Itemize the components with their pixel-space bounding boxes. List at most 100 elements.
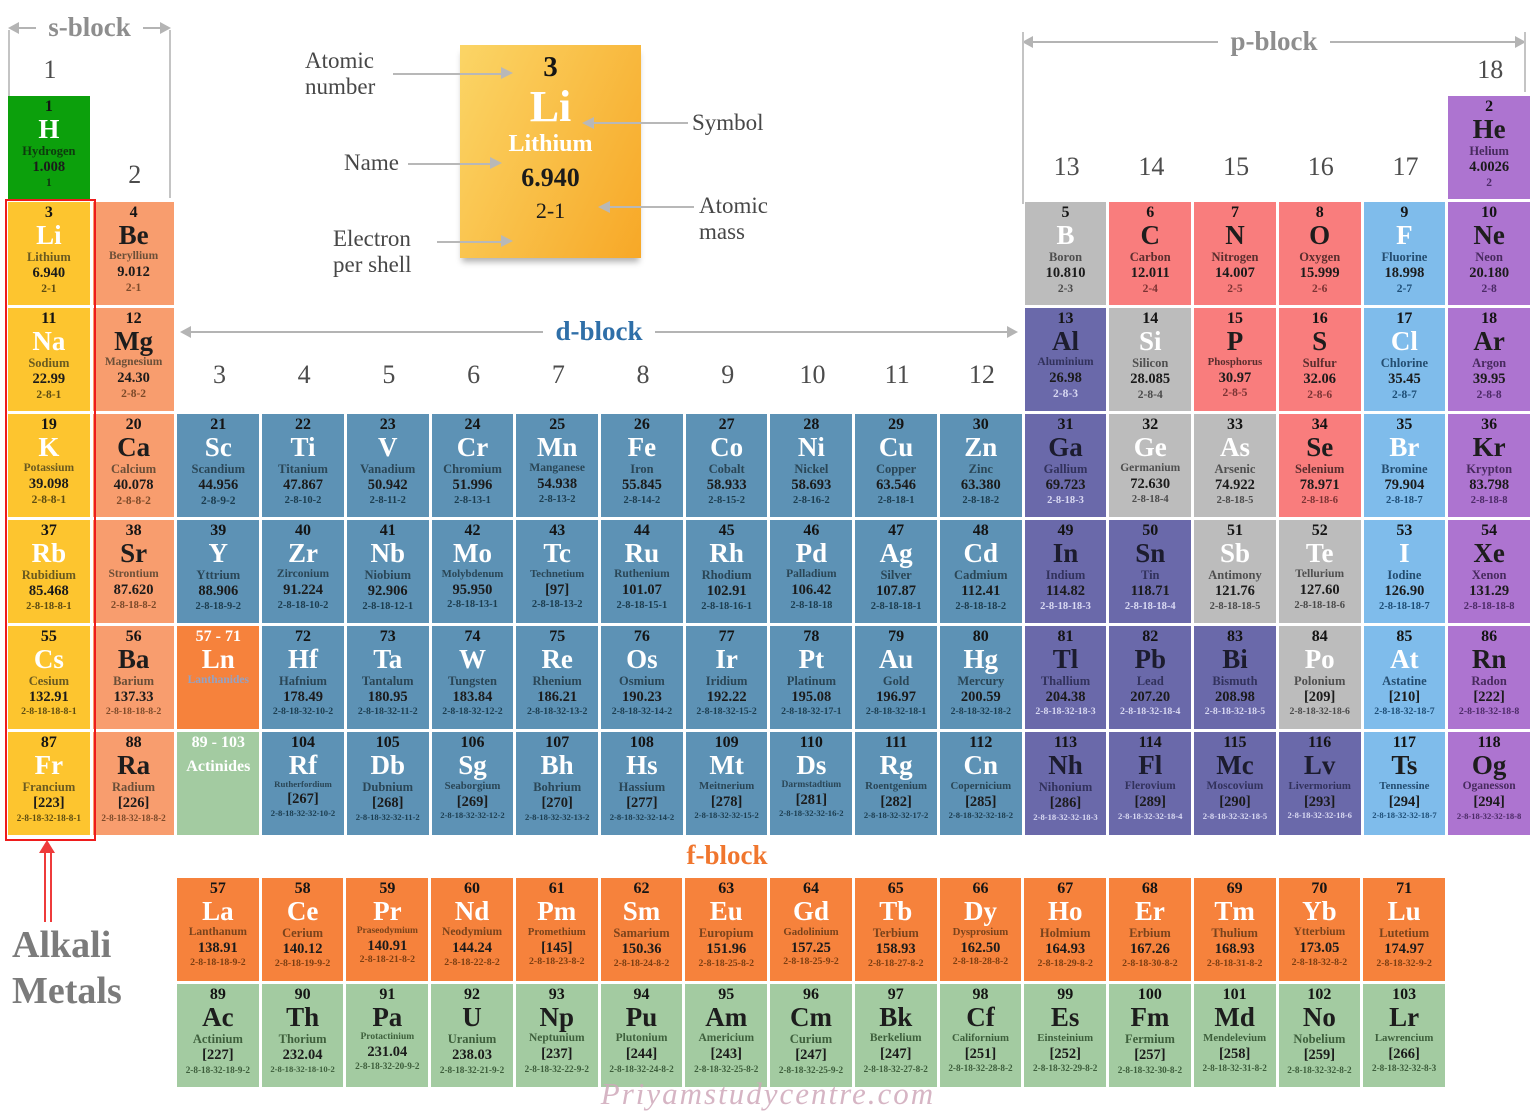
- element-symbol: B: [1056, 219, 1075, 250]
- element-symbol: Os: [626, 643, 658, 674]
- element-cell-li: 3 Li Lithium 6.940 2-1: [8, 202, 90, 305]
- atomic-mass: 35.45: [1388, 371, 1421, 388]
- atomic-mass: 92.906: [367, 583, 408, 600]
- electron-shells: 2-8-18-32-15-2: [696, 705, 757, 717]
- atomic-number: 34: [1311, 416, 1328, 433]
- electron-shells: 2-8-15-2: [708, 494, 745, 506]
- element-name: Lead: [1136, 674, 1164, 689]
- element-cell-lv: 116 Lv Livermorium [293] 2-8-18-32-32-18-6: [1278, 732, 1361, 835]
- element-name: Sulfur: [1302, 356, 1337, 371]
- element-name: Beryllium: [108, 250, 159, 263]
- element-cell-y: 39 Y Yttrium 88.906 2-8-18-9-2: [177, 520, 260, 623]
- electron-shells: 2-8-18-32-11-2: [357, 705, 418, 717]
- atomic-mass: [223]: [33, 795, 65, 812]
- element-cell-db: 105 Db Dubnium [268] 2-8-18-32-32-11-2: [346, 732, 429, 835]
- atomic-mass: 162.50: [960, 939, 1001, 956]
- element-name: Neodymium: [442, 926, 503, 939]
- atomic-mass: 44.956: [198, 477, 239, 494]
- atomic-mass: 39.95: [1472, 371, 1506, 388]
- element-symbol: Pa: [372, 1001, 403, 1032]
- element-name: Nickel: [794, 462, 829, 477]
- d-block-label: d-block: [180, 316, 1018, 347]
- electron-shells: 2-8-18-24-8-2: [613, 957, 670, 969]
- electron-shells: 2-8-18-32-30-8-2: [1117, 1064, 1183, 1075]
- element-name: Radium: [112, 780, 156, 795]
- element-symbol: Ag: [879, 537, 913, 568]
- p-block-bracket-right: [1524, 32, 1526, 92]
- electron-shells: 2-8-18-18-2: [955, 600, 1007, 612]
- element-symbol: Ho: [1047, 895, 1083, 926]
- atomic-number: 62: [633, 880, 650, 897]
- element-name: Rutherfordium: [274, 779, 332, 790]
- atomic-mass: [285]: [965, 793, 997, 810]
- element-name: Ytterbium: [1293, 926, 1346, 939]
- atomic-mass: [281]: [795, 792, 828, 809]
- electron-shells: 2-8-18-18-8-2: [105, 705, 162, 717]
- atomic-mass: 140.12: [282, 941, 323, 958]
- element-name: Nihonium: [1038, 780, 1093, 795]
- atomic-number: 3: [44, 204, 53, 221]
- element-cell-o: 8 O Oxygen 15.999 2-6: [1278, 202, 1361, 305]
- arrow-line: [408, 163, 492, 165]
- electron-shells: 2-8-18-32-32-11-2: [355, 811, 420, 822]
- element-name: Oganesson: [1462, 780, 1516, 793]
- element-symbol: Rg: [879, 749, 913, 780]
- electron-shells: 2-8-18-32-18-8-1: [16, 812, 81, 823]
- electron-shells: 2-8-6: [1307, 388, 1333, 401]
- atomic-mass: [269]: [456, 793, 489, 810]
- element-cell-hs: 108 Hs Hassium [277] 2-8-18-32-32-14-2: [601, 732, 683, 835]
- callout-symbol: Symbol: [692, 110, 764, 135]
- element-cell-cs: 55 Cs Cesium 132.91 2-8-18-18-8-1: [8, 626, 90, 729]
- atomic-mass: [244]: [625, 1046, 658, 1063]
- electron-shells: 2-8-18-10-2: [277, 599, 329, 611]
- element-cell-pr: 59 Pr Praseodymium 140.91 2-8-18-21-8-2: [346, 878, 429, 981]
- element-cell-u: 92 U Uranium 238.03 2-8-18-32-21-9-2: [431, 984, 513, 1087]
- element-symbol: Es: [1050, 1001, 1080, 1032]
- electron-shells: 2-8-18-9-2: [195, 600, 242, 612]
- atomic-number: 40: [295, 522, 312, 539]
- atomic-number: 18: [1481, 310, 1498, 327]
- element-name: Roentgenium: [865, 780, 927, 793]
- atomic-mass: 121.76: [1215, 583, 1255, 600]
- element-symbol: N: [1225, 219, 1245, 250]
- element-symbol: La: [202, 895, 234, 926]
- electron-shells: 2-8-18-18: [790, 599, 833, 611]
- atomic-number: 59: [379, 880, 396, 897]
- arrow-left-icon: [582, 117, 594, 129]
- legend-symbol-value: Li: [529, 82, 572, 131]
- alkali-metals-highlight-box: [5, 199, 96, 841]
- element-name: Scandium: [191, 462, 246, 477]
- element-cell-ge: 32 Ge Germanium 72.630 2-8-18-4: [1109, 414, 1192, 517]
- electron-shells: 2-8-18-18-6: [1294, 599, 1346, 611]
- atomic-number: 77: [718, 628, 735, 645]
- atomic-number: 99: [1057, 986, 1074, 1003]
- electron-shells: 2-3: [1057, 282, 1074, 295]
- element-name: Copper: [875, 462, 917, 477]
- atomic-mass: 144.24: [452, 940, 492, 957]
- electron-shells: 2-8-18-18-7: [1379, 600, 1430, 612]
- atomic-mass: [243]: [710, 1046, 742, 1063]
- electron-shells: 2-5: [1227, 282, 1243, 295]
- atomic-number: 80: [972, 628, 989, 645]
- atomic-number: 21: [210, 416, 227, 433]
- element-symbol: Fm: [1130, 1001, 1170, 1032]
- atomic-mass: 158.93: [875, 941, 916, 958]
- element-name: Astatine: [1382, 674, 1427, 689]
- element-name: Holmium: [1039, 926, 1091, 941]
- atomic-mass: 51.996: [452, 477, 493, 494]
- element-symbol: Rh: [709, 537, 744, 568]
- element-name: Molybdenum: [441, 568, 504, 581]
- atomic-mass: 112.41: [961, 583, 1001, 600]
- group-number-2: 2: [128, 160, 142, 189]
- element-cell-mt: 109 Mt Meitnerium [278] 2-8-18-32-32-15-2: [685, 732, 768, 835]
- element-cell-md: 101 Md Mendelevium [258] 2-8-18-32-31-8-2: [1193, 984, 1276, 1087]
- atomic-number: 49: [1057, 522, 1074, 539]
- atomic-mass: 238.03: [452, 1047, 492, 1064]
- atomic-mass: [252]: [1049, 1045, 1081, 1062]
- electron-shells: 2-8-18-32-18-5: [1204, 705, 1266, 717]
- element-name: Gold: [882, 674, 910, 689]
- element-name: Vanadium: [360, 462, 416, 477]
- atomic-number: 86: [1481, 628, 1498, 645]
- arrow-right-icon: [501, 67, 513, 79]
- element-symbol: Pt: [798, 643, 825, 674]
